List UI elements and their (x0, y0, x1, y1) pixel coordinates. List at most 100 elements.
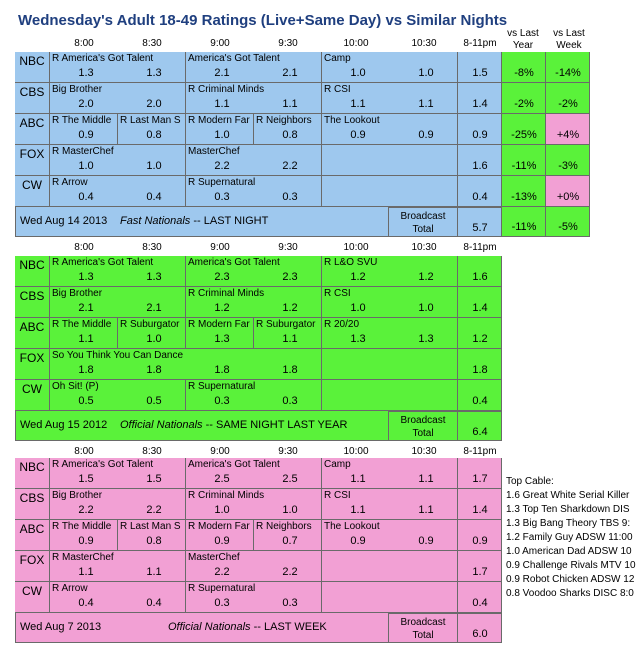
show-title: America's Got Talent (188, 257, 280, 268)
network-cell: CW (15, 176, 50, 207)
rating-value: 1.2 (214, 302, 230, 314)
rating-value: 1.0 (78, 160, 94, 172)
rating-value: 1.0 (214, 129, 230, 141)
total-cell: 1.5 (458, 52, 502, 83)
rating-value: 0.5 (146, 395, 162, 407)
rating-value: 0.3 (282, 597, 298, 609)
rating-value: 0.9 (418, 535, 434, 547)
network-cell: NBC (15, 458, 50, 489)
show-title: America's Got Talent (188, 53, 280, 64)
show-cell: R America's Got Talent 1.3 1.3 (50, 256, 186, 287)
show-title: R The Middle (52, 319, 112, 330)
top-cable-item: 0.8 Voodoo Sharks DISC 8:0 (506, 588, 634, 599)
rating-value: 0.9 (78, 129, 94, 141)
rating-value: 1.3 (146, 271, 162, 283)
total-value: 1.2 (472, 333, 488, 345)
footer-vs-last-year-cell: -11% (502, 207, 546, 237)
page-title: Wednesday's Adult 18-49 Ratings (Live+Sa… (18, 12, 508, 29)
total-cell: 0.4 (458, 176, 502, 207)
show-title: R MasterChef (52, 552, 114, 563)
total-cell: 0.4 (458, 380, 502, 411)
time-slot-header: 8:00 (74, 38, 94, 49)
show-cell: MasterChef 2.2 2.2 (186, 145, 322, 176)
broadcast-total-value: 5.7 (472, 222, 488, 234)
rating-value: 1.8 (146, 364, 162, 376)
show-cell: R Criminal Minds 1.1 1.1 (186, 83, 322, 114)
total-cell: 1.6 (458, 256, 502, 287)
total-cell: 1.4 (458, 287, 502, 318)
broadcast-total-label: Broadcast Total (400, 211, 446, 235)
footer-label: Official Nationals -- SAME NIGHT LAST YE… (120, 419, 347, 431)
total-value: 1.8 (472, 364, 488, 376)
vs-last-year-cell: -13% (502, 176, 546, 207)
show-cell: Big Brother 2.2 2.2 (50, 489, 186, 520)
rating-value: 1.1 (214, 98, 230, 110)
show-title: So You Think You Can Dance (52, 350, 184, 361)
vs-last-week-cell: +4% (546, 114, 590, 145)
vs-last-week-cell: -3% (546, 145, 590, 176)
show-title: R The Middle (52, 115, 112, 126)
footer-label-context: -- SAME NIGHT LAST YEAR (202, 419, 348, 431)
network-cell: FOX (15, 551, 50, 582)
rating-value: 0.9 (350, 129, 366, 141)
footer-label-context: -- LAST NIGHT (190, 215, 269, 227)
total-value: 0.9 (472, 129, 488, 141)
vs-last-year-cell: -2% (502, 83, 546, 114)
broadcast-total-cell: Broadcast Total (388, 411, 458, 441)
show-cell: R CSI 1.1 1.1 (322, 489, 458, 520)
show-cell: R The Middle 0.9 (50, 520, 118, 551)
total-cell: 0.4 (458, 582, 502, 613)
vs-last-year-cell: -11% (502, 145, 546, 176)
total-value: 0.4 (472, 597, 488, 609)
show-title: R Last Man S (120, 521, 181, 532)
show-title: Camp (324, 459, 351, 470)
top-cable-item: 1.2 Family Guy ADSW 11:00 (506, 532, 633, 543)
show-title: R CSI (324, 288, 351, 299)
show-title: R Suburgator (256, 319, 316, 330)
total-cell: 1.2 (458, 318, 502, 349)
footer-vs-last-year-value: -11% (511, 221, 537, 233)
rating-value: 1.1 (418, 473, 434, 485)
rating-value: 1.1 (350, 504, 366, 516)
network-label: ABC (19, 522, 45, 536)
rating-value: 1.2 (418, 271, 434, 283)
broadcast-total-value: 6.4 (472, 426, 488, 438)
show-cell (322, 551, 458, 582)
rating-value: 1.3 (418, 333, 434, 345)
total-value: 1.6 (472, 271, 488, 283)
show-cell: Camp 1.0 1.0 (322, 52, 458, 83)
footer-label-context: -- LAST WEEK (250, 621, 327, 633)
show-cell: R Supernatural 0.3 0.3 (186, 380, 322, 411)
vs-last-week-cell: -2% (546, 83, 590, 114)
total-value: 1.4 (472, 504, 488, 516)
network-cell: CBS (15, 83, 50, 114)
network-cell: CBS (15, 287, 50, 318)
network-cell: ABC (15, 114, 50, 145)
network-label: FOX (19, 553, 45, 567)
rating-value: 1.3 (214, 333, 230, 345)
footer-date: Wed Aug 14 2013 (20, 215, 108, 227)
show-cell: R The Middle 0.9 (50, 114, 118, 145)
total-cell: 1.4 (458, 489, 502, 520)
show-title: R Supernatural (188, 583, 256, 594)
show-title: R America's Got Talent (52, 53, 154, 64)
rating-value: 2.2 (146, 504, 162, 516)
show-title: R America's Got Talent (52, 257, 154, 268)
network-cell: CW (15, 582, 50, 613)
show-title: R 20/20 (324, 319, 360, 330)
network-cell: CW (15, 380, 50, 411)
show-cell: R MasterChef 1.0 1.0 (50, 145, 186, 176)
total-value: 1.7 (472, 473, 488, 485)
time-slot-header: 9:30 (278, 446, 298, 457)
show-cell (322, 349, 458, 380)
rating-value: 1.8 (282, 364, 298, 376)
show-title: R Criminal Minds (188, 84, 265, 95)
vs-last-year-value: -2% (514, 98, 534, 110)
rating-value: 2.1 (214, 67, 230, 79)
rating-value: 1.1 (78, 333, 94, 345)
broadcast-total-value-cell: 5.7 (458, 207, 502, 237)
show-cell (322, 145, 458, 176)
network-cell: FOX (15, 145, 50, 176)
rating-value: 1.0 (146, 160, 162, 172)
rating-value: 0.3 (214, 395, 230, 407)
